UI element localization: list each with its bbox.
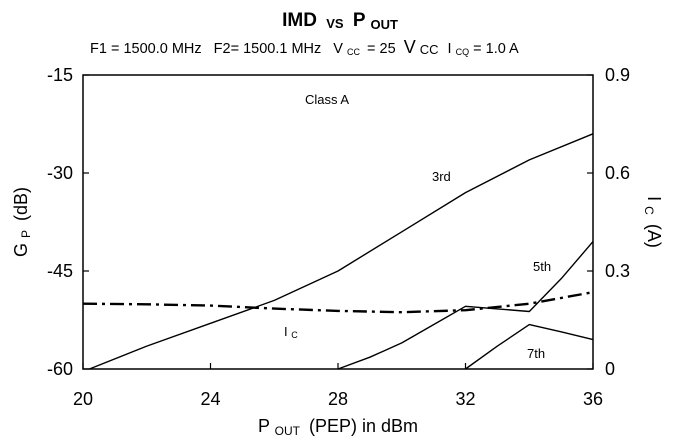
x-axis-label-rest: (PEP) in dBm xyxy=(309,416,418,436)
x-tick-label: 24 xyxy=(200,389,220,409)
annotation-class: Class A xyxy=(305,92,349,107)
x-axis-ticks: 20 24 28 32 36 xyxy=(73,363,603,409)
series-line-7th xyxy=(465,323,594,370)
y-right-tick-label: 0.9 xyxy=(605,65,630,85)
y-right-tick-label: 0 xyxy=(605,359,615,379)
subtitle-vcc-sub: CC xyxy=(347,47,360,57)
label-ic: I C xyxy=(284,324,298,340)
subtitle-vcc-unit-sub: CC xyxy=(420,42,439,57)
subtitle-f1: F1 = 1500.0 MHz xyxy=(90,41,202,57)
title-imd: IMD xyxy=(282,10,317,31)
title-p: P xyxy=(353,10,366,31)
series-group xyxy=(82,133,594,370)
y-left-tick-label: -60 xyxy=(47,359,73,379)
x-axis-label-main: P xyxy=(258,416,270,436)
y-right-axis-label: I C (A) xyxy=(641,196,664,248)
y-right-tick-label: 0.3 xyxy=(605,261,630,281)
y-right-tick-label: 0.6 xyxy=(605,163,630,183)
y-left-tick-label: -30 xyxy=(47,163,73,183)
x-axis-label: P OUT (PEP) in dBm xyxy=(258,416,418,439)
subtitle-vcc-value: = 25 xyxy=(367,41,396,57)
series-line-ic xyxy=(82,291,594,314)
chart-title: IMD VS P OUT xyxy=(282,10,398,33)
subtitle-f2: F2= 1500.1 MHz xyxy=(214,41,322,57)
y-left-label-sub: P xyxy=(19,230,33,238)
x-tick-label: 20 xyxy=(73,389,93,409)
x-tick-label: 36 xyxy=(583,389,603,409)
x-axis-label-sub: OUT xyxy=(275,424,301,438)
subtitle-icq-value: = 1.0 A xyxy=(473,41,519,57)
y-right-label-rest: (A) xyxy=(644,224,664,248)
y-right-axis-ticks: 0 0.3 0.6 0.9 xyxy=(587,65,630,379)
subtitle-icq-sub: CQ xyxy=(456,47,470,57)
title-p-sub: OUT xyxy=(370,17,398,32)
label-ic-sub: C xyxy=(291,330,298,340)
x-tick-label: 28 xyxy=(328,389,348,409)
subtitle-vcc-label: V xyxy=(333,41,343,57)
y-left-axis-ticks: -60 -45 -30 -15 xyxy=(47,65,89,379)
title-vs: VS xyxy=(326,16,344,31)
label-7th: 7th xyxy=(527,346,545,361)
y-left-label-rest: (dB) xyxy=(11,187,31,221)
x-tick-label: 32 xyxy=(455,389,475,409)
y-left-axis-label: G P (dB) xyxy=(11,187,34,257)
y-right-label-sub: C xyxy=(642,206,656,215)
subtitle-icq-label: I xyxy=(448,41,452,57)
y-right-label-main: I xyxy=(644,196,664,201)
subtitle-vcc-unit: V xyxy=(404,37,416,57)
label-5th: 5th xyxy=(533,259,551,274)
chart-subtitle: F1 = 1500.0 MHz F2= 1500.1 MHz V CC = 25… xyxy=(90,37,519,59)
y-left-label-main: G xyxy=(11,243,31,257)
plot-frame xyxy=(82,74,594,370)
y-left-tick-label: -45 xyxy=(47,261,73,281)
label-3rd: 3rd xyxy=(432,169,451,184)
y-left-tick-label: -15 xyxy=(47,65,73,85)
series-line-3rd xyxy=(89,133,594,370)
label-ic-main: I xyxy=(284,324,288,339)
series-line-5th xyxy=(337,241,594,370)
